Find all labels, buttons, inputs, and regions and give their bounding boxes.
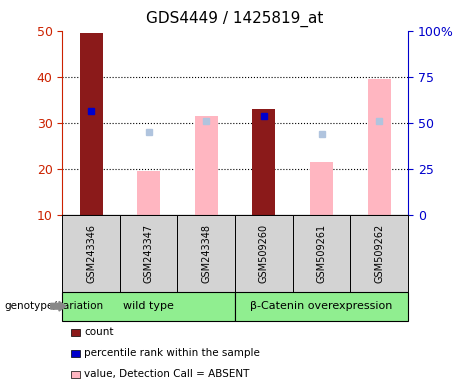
Bar bbox=[195, 116, 218, 215]
Text: value, Detection Call = ABSENT: value, Detection Call = ABSENT bbox=[84, 369, 250, 379]
Text: GSM243348: GSM243348 bbox=[201, 224, 211, 283]
Text: GSM243347: GSM243347 bbox=[144, 224, 154, 283]
Title: GDS4449 / 1425819_at: GDS4449 / 1425819_at bbox=[147, 10, 324, 26]
Text: GSM509262: GSM509262 bbox=[374, 224, 384, 283]
Text: GSM243346: GSM243346 bbox=[86, 224, 96, 283]
Bar bbox=[253, 109, 276, 215]
Bar bbox=[137, 171, 160, 215]
Text: genotype/variation: genotype/variation bbox=[5, 301, 104, 311]
Text: count: count bbox=[84, 327, 114, 337]
Bar bbox=[368, 79, 390, 215]
Text: percentile rank within the sample: percentile rank within the sample bbox=[84, 348, 260, 358]
Bar bbox=[310, 162, 333, 215]
Text: GSM509260: GSM509260 bbox=[259, 224, 269, 283]
Text: β-Catenin overexpression: β-Catenin overexpression bbox=[250, 301, 393, 311]
Bar bbox=[79, 33, 102, 215]
Text: GSM509261: GSM509261 bbox=[317, 224, 326, 283]
Text: wild type: wild type bbox=[123, 301, 174, 311]
